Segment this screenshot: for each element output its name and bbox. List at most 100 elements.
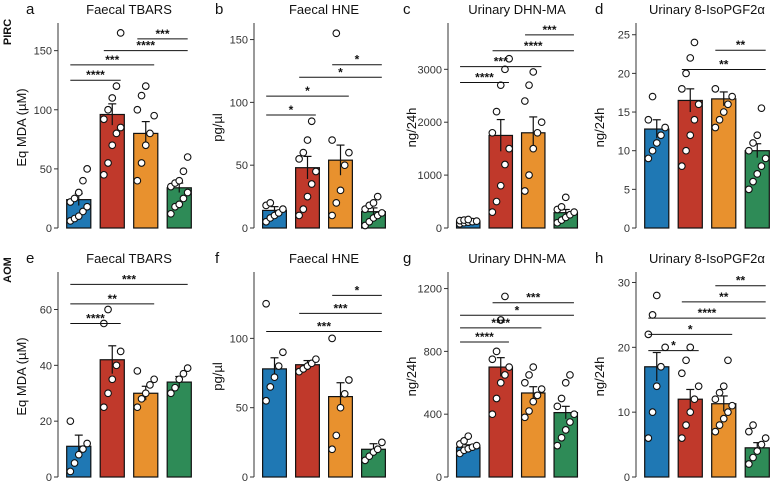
data-point (529, 68, 538, 76)
panel-c: c Urinary DHN-MAng/24h0100020003000******… (403, 1, 579, 235)
data-point (137, 91, 146, 100)
panel-title: Faecal HNE (289, 251, 359, 266)
significance-label: **** (475, 71, 494, 85)
significance-label: *** (542, 23, 556, 37)
y-tick-label: 0 (624, 472, 630, 484)
data-point (183, 364, 192, 372)
data-point (682, 421, 690, 429)
data-point (724, 408, 732, 417)
panel-h: h Urinary 8-IsoPGF2αng/24h0102030********… (592, 250, 770, 484)
data-point (753, 131, 762, 140)
significance-label: *** (526, 291, 540, 305)
data-point (340, 389, 349, 398)
y-tick-label: 50 (40, 164, 52, 176)
y-tick-label: 2000 (418, 117, 442, 129)
data-point (99, 403, 108, 412)
data-point (108, 141, 117, 150)
data-point (761, 434, 770, 442)
data-point (686, 131, 695, 140)
data-point (492, 394, 501, 403)
data-point (648, 408, 657, 417)
data-point (492, 347, 501, 356)
data-point (332, 29, 341, 38)
data-point (175, 176, 184, 185)
data-point (70, 194, 79, 203)
data-point (99, 115, 108, 124)
data-point (557, 202, 566, 211)
data-point (749, 421, 757, 429)
data-point (715, 115, 724, 124)
data-point (336, 186, 345, 195)
data-point (744, 460, 753, 468)
significance-label: * (515, 303, 520, 317)
data-point (719, 108, 728, 116)
data-point (711, 84, 720, 93)
y-tick-label: 10 (618, 407, 630, 419)
panel-d: d Urinary 8-IsoPGF2α ng/24h 0 5 10 15 20 25 ** ** (592, 1, 770, 235)
data-point (150, 375, 158, 384)
data-point (345, 376, 353, 384)
y-tick-label: 100 (230, 333, 248, 345)
y-tick-label: 150 (34, 46, 52, 58)
data-point (690, 115, 699, 124)
data-point (328, 136, 336, 144)
significance-label: * (355, 283, 360, 297)
y-axis-label: ng/24h (404, 357, 419, 397)
data-point (652, 382, 661, 391)
y-axis-label: ng/24h (404, 108, 419, 148)
data-point (74, 188, 83, 197)
data-point (728, 92, 737, 101)
data-point (553, 402, 562, 411)
data-point (744, 427, 753, 436)
data-point (719, 382, 728, 391)
data-point (146, 129, 154, 138)
y-tick-label: 10 (618, 146, 630, 158)
data-point (464, 215, 473, 224)
significance-label: **** (491, 316, 510, 330)
y-tick-label: 40 (40, 360, 52, 372)
data-point (270, 373, 279, 382)
bar-3 (520, 392, 546, 478)
panel-g: g Urinary DHN-MAng/24h04008001200********… (403, 250, 579, 484)
data-point (496, 181, 505, 190)
data-point (753, 447, 762, 455)
data-point (749, 177, 757, 186)
y-tick-label: 0 (242, 223, 248, 235)
y-tick-label: 30 (618, 277, 630, 289)
y-tick-label: 100 (34, 105, 52, 117)
y-tick-label: 800 (424, 346, 442, 358)
significance-label: **** (136, 39, 155, 53)
data-point (167, 389, 175, 398)
data-point (537, 118, 546, 127)
data-point (570, 410, 579, 419)
y-axis-label: ng/24h (592, 108, 607, 148)
data-point (694, 100, 703, 109)
data-point (472, 217, 481, 225)
data-point (520, 413, 529, 422)
data-point (488, 355, 497, 364)
data-point (694, 382, 703, 391)
y-tick-label: 0 (624, 223, 630, 235)
panel-letter: f (215, 250, 220, 267)
y-tick-label: 25 (618, 30, 630, 42)
significance-label: * (671, 339, 676, 353)
y-tick-label: 20 (40, 416, 52, 428)
data-point (116, 347, 125, 356)
data-point (332, 199, 341, 207)
data-point (183, 188, 192, 197)
y-tick-label: 1200 (418, 284, 442, 296)
data-point (83, 165, 91, 173)
significance-label: * (355, 53, 360, 67)
data-point (744, 146, 753, 155)
data-point (79, 176, 87, 185)
significance-label: * (688, 322, 693, 336)
data-point (299, 205, 308, 214)
y-tick-label: 20 (618, 68, 630, 80)
data-point (279, 348, 287, 357)
significance-label: ** (719, 290, 729, 304)
panel-title: Urinary 8-IsoPGF2α (649, 2, 765, 17)
data-point (715, 388, 724, 397)
data-point (83, 202, 91, 211)
data-point (557, 394, 566, 403)
